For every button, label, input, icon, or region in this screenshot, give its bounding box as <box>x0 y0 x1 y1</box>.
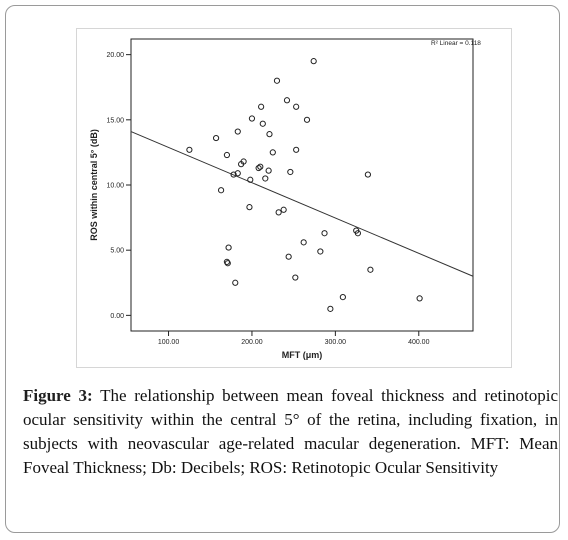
data-point <box>258 103 265 110</box>
x-tick-label: 200.00 <box>241 339 263 346</box>
data-point <box>230 171 237 178</box>
y-tick-label: 0.00 <box>110 313 124 320</box>
data-point <box>266 131 273 138</box>
data-point <box>247 176 254 183</box>
x-axis-label: MFT (μm) <box>282 350 323 360</box>
data-point <box>321 230 328 237</box>
data-point <box>367 266 374 273</box>
data-point <box>217 187 225 194</box>
data-point <box>285 253 292 260</box>
fit-line <box>130 131 474 277</box>
data-point <box>232 279 239 286</box>
x-tick-label: 400.00 <box>408 339 430 346</box>
data-point <box>255 164 262 172</box>
data-point <box>364 171 371 178</box>
data-point <box>240 158 247 165</box>
data-point <box>246 204 253 211</box>
x-tick-label: 300.00 <box>325 339 347 346</box>
data-point <box>317 248 324 255</box>
chart-panel: 0.00 5.00 10.00 15.00 20.00 100.00 200.00 300.0… <box>76 28 512 368</box>
data-point <box>310 58 317 65</box>
data-point <box>273 77 281 84</box>
data-point <box>186 146 193 153</box>
data-point <box>293 103 300 110</box>
data-point <box>283 97 291 104</box>
data-point <box>275 209 282 216</box>
data-point <box>224 260 231 267</box>
data-point <box>327 305 334 312</box>
data-point <box>234 170 241 177</box>
data-point <box>248 115 256 122</box>
data-point <box>225 244 232 251</box>
data-point <box>257 163 264 170</box>
data-point <box>287 168 294 176</box>
figure-caption: Figure 3: The relationship between mean … <box>23 384 558 480</box>
data-point <box>234 128 241 135</box>
data-point <box>262 175 269 182</box>
y-tick-label: 15.00 <box>106 117 124 124</box>
figure-frame: 0.00 5.00 10.00 15.00 20.00 100.00 200.00 300.0… <box>5 5 560 533</box>
r-squared-annotation: R² Linear = 0.118 <box>431 40 481 47</box>
caption-label: Figure 3: <box>23 386 93 405</box>
scatter-chart: 0.00 5.00 10.00 15.00 20.00 100.00 200.00 300.0… <box>89 38 481 360</box>
y-tick-label: 10.00 <box>106 183 124 190</box>
data-point <box>300 239 307 246</box>
data-point <box>223 258 231 266</box>
data-point <box>292 274 299 281</box>
data-point <box>339 294 346 301</box>
y-axis-label: ROS within central 5° (dB) <box>89 129 99 241</box>
data-point <box>265 167 272 174</box>
data-point <box>293 146 300 153</box>
data-point <box>212 134 220 142</box>
plot-area <box>130 38 474 332</box>
y-tick-label: 20.00 <box>106 52 124 59</box>
data-point <box>223 151 231 159</box>
data-point <box>354 230 361 237</box>
caption-text: The relationship between mean foveal thi… <box>23 386 558 477</box>
x-tick-label: 100.00 <box>158 339 180 346</box>
y-tick-label: 5.00 <box>110 248 124 255</box>
data-point <box>303 116 311 123</box>
data-point <box>259 120 266 127</box>
data-point <box>416 295 423 302</box>
data-point <box>280 206 287 213</box>
data-point <box>269 149 276 156</box>
